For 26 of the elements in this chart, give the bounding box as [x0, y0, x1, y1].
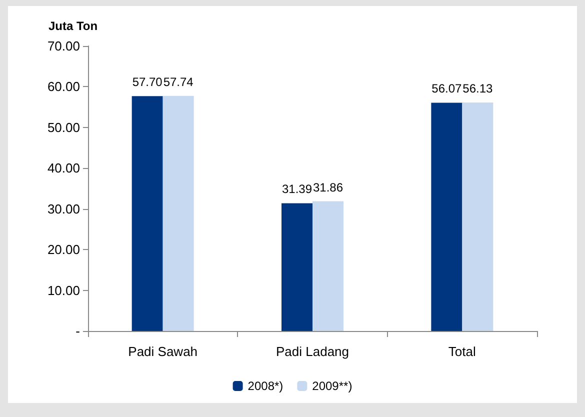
data-label: 56.07 — [432, 82, 462, 96]
legend-label: 2009**) — [312, 379, 352, 393]
y-tick-label: 10.00 — [47, 282, 80, 298]
data-label: 56.13 — [462, 81, 494, 96]
data-label: 57.74 — [163, 74, 194, 89]
y-axis-title: Juta Ton — [48, 19, 98, 33]
data-label: 57.70 — [132, 75, 163, 90]
y-tick-label: 60.00 — [47, 79, 80, 94]
y-tick-label: 30.00 — [47, 201, 80, 216]
y-tick-label: - — [76, 324, 80, 338]
data-label: 31.86 — [312, 180, 344, 194]
y-tick-label: 40.00 — [47, 160, 80, 176]
bar — [162, 96, 194, 331]
x-tick-label: Padi Sawah — [128, 344, 198, 359]
y-tick-label: 20.00 — [47, 242, 80, 258]
bar — [462, 102, 494, 331]
x-tick-label: Padi Ladang — [276, 344, 350, 359]
bar — [312, 201, 344, 331]
bar — [282, 203, 312, 331]
bar — [431, 102, 462, 331]
y-tick-label: 70.00 — [47, 38, 80, 54]
bar — [132, 96, 163, 331]
y-tick-label: 50.00 — [47, 120, 80, 135]
data-label: 31.39 — [282, 182, 312, 196]
legend-label: 2008*) — [248, 379, 284, 393]
x-tick-label: Total — [448, 344, 476, 359]
